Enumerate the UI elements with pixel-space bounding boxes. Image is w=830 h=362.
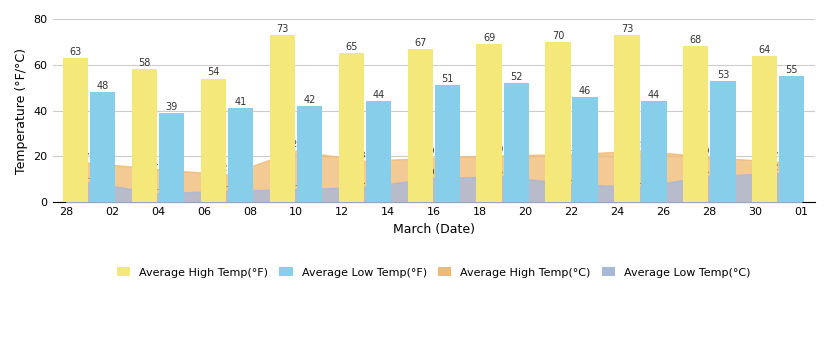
Bar (642, 101, 666, 202)
Text: 58: 58 (139, 58, 151, 68)
Text: 5.7: 5.7 (289, 179, 303, 188)
Text: 12.7: 12.7 (769, 163, 788, 172)
Text: 8.0: 8.0 (564, 174, 579, 183)
Text: 73: 73 (621, 24, 633, 34)
Text: 19.5: 19.5 (423, 147, 444, 156)
Legend: Average High Temp(°F), Average Low Temp(°F), Average High Temp(°C), Average Low : Average High Temp(°F), Average Low Temp(… (113, 263, 754, 282)
Text: 67: 67 (414, 38, 427, 48)
Bar (159, 113, 184, 202)
Text: 11.3: 11.3 (493, 166, 513, 175)
Bar (504, 83, 529, 202)
Text: 5.1: 5.1 (220, 181, 234, 189)
Text: 73: 73 (276, 24, 289, 34)
Text: 21.0: 21.0 (562, 144, 582, 153)
Text: 6.7: 6.7 (633, 177, 647, 186)
Text: 14.5: 14.5 (149, 159, 168, 168)
Bar (779, 76, 804, 202)
Text: 63: 63 (70, 47, 82, 57)
Text: 54: 54 (208, 67, 220, 77)
Text: 68: 68 (690, 35, 702, 45)
Bar (297, 106, 322, 202)
Y-axis label: Temperature (°F/°C): Temperature (°F/°C) (15, 48, 28, 174)
Bar (545, 42, 571, 202)
Text: 17.3: 17.3 (79, 152, 100, 161)
Text: 19.8: 19.8 (700, 147, 720, 156)
Bar (201, 79, 226, 202)
Bar (710, 81, 735, 202)
Text: 20.5: 20.5 (493, 145, 513, 154)
Bar (339, 53, 364, 202)
Text: 39: 39 (166, 102, 178, 112)
Text: 44: 44 (648, 90, 660, 100)
Text: 17.6: 17.6 (769, 152, 788, 161)
Bar (435, 85, 460, 202)
Text: 41: 41 (235, 97, 247, 107)
Bar (90, 92, 115, 202)
Text: 12.1: 12.1 (217, 164, 237, 173)
Text: 65: 65 (345, 42, 358, 52)
X-axis label: March (Date): March (Date) (393, 223, 475, 236)
Text: 22.6: 22.6 (286, 140, 306, 150)
Text: 55: 55 (785, 65, 798, 75)
Bar (752, 56, 778, 202)
Text: 10.6: 10.6 (423, 168, 444, 177)
Bar (573, 97, 598, 202)
Text: 3.9: 3.9 (151, 183, 165, 192)
Text: 11.6: 11.6 (700, 165, 720, 174)
Text: 42: 42 (303, 95, 315, 105)
Text: 70: 70 (552, 31, 564, 41)
Bar (366, 101, 391, 202)
Text: 8.7: 8.7 (82, 172, 96, 181)
Bar (614, 35, 640, 202)
Bar (476, 44, 502, 202)
Text: 48: 48 (97, 81, 109, 91)
Text: 18.1: 18.1 (354, 151, 375, 160)
Text: 44: 44 (373, 90, 384, 100)
Text: 22.6: 22.6 (631, 140, 651, 150)
Text: 64: 64 (759, 45, 771, 55)
Bar (228, 108, 253, 202)
Bar (408, 49, 433, 202)
Bar (270, 35, 295, 202)
Text: 51: 51 (441, 74, 453, 84)
Text: 52: 52 (510, 72, 522, 82)
Bar (683, 46, 709, 202)
Bar (63, 58, 88, 202)
Text: 53: 53 (717, 70, 729, 80)
Text: 69: 69 (483, 33, 496, 43)
Text: 46: 46 (579, 86, 591, 96)
Bar (132, 70, 157, 202)
Text: 6.7: 6.7 (358, 177, 372, 186)
